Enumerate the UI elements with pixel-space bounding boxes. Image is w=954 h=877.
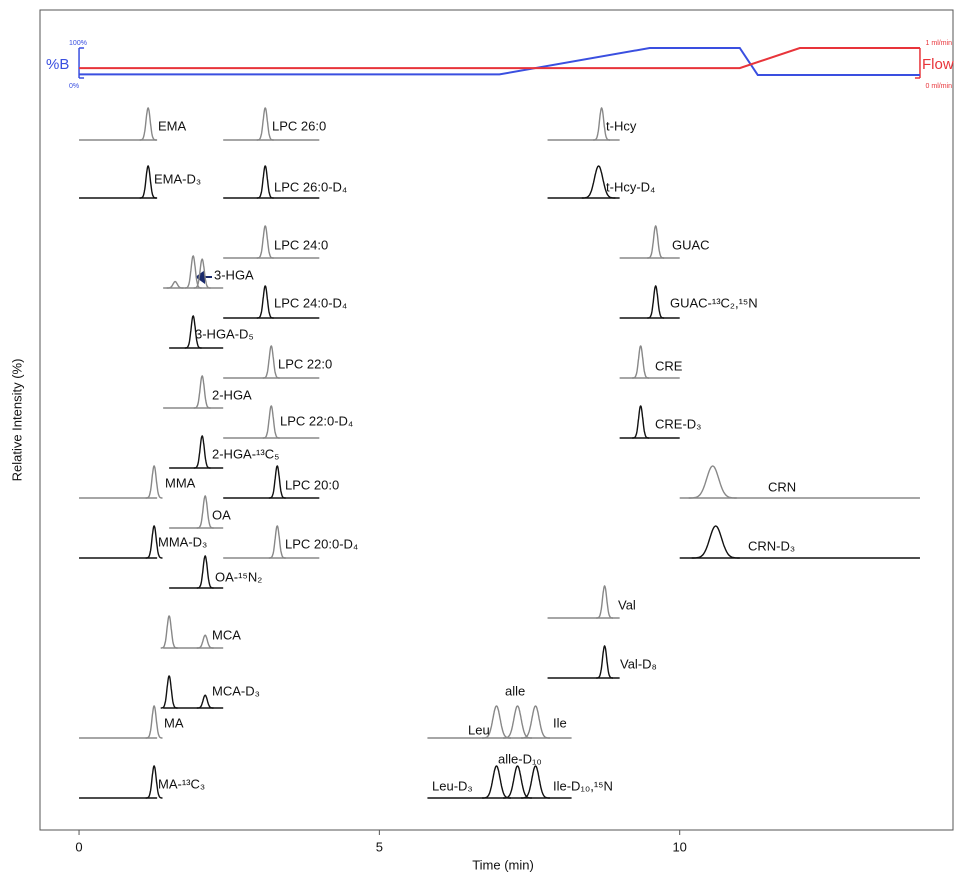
peak [196, 495, 214, 529]
trace-label: CRE [655, 358, 683, 373]
y-tick-label: 100% [69, 40, 87, 47]
peak [581, 165, 616, 199]
trace-label: CRN-D₃ [748, 538, 795, 553]
trace-label: MA-¹³C₃ [158, 776, 205, 791]
trace-label: 3-HGA [214, 267, 254, 282]
peak [256, 107, 274, 141]
trace-label: LPC 26:0 [272, 118, 326, 133]
peak [160, 675, 178, 709]
trace-label: Leu-D₃ [432, 778, 473, 793]
x-tick-label: 0 [75, 839, 82, 854]
trace-label: MA [164, 715, 184, 730]
trace-label: GUAC [672, 237, 710, 252]
trace-label: 2-HGA [212, 387, 252, 402]
y2-tick-label: 0 ml/min [926, 83, 953, 90]
peak [193, 375, 211, 409]
series-label: %B [46, 56, 69, 73]
peak [145, 525, 163, 559]
peak [596, 645, 613, 679]
trace-label: Val [618, 597, 636, 612]
trace-label: LPC 22:0-D₄ [280, 413, 353, 428]
trace-label: MCA [212, 627, 241, 642]
peak [632, 345, 650, 379]
trace-label: t-Hcy-D₄ [606, 179, 655, 194]
peak [691, 525, 740, 559]
trace-label: Leu [468, 722, 490, 737]
peak [688, 465, 737, 499]
peak [262, 405, 280, 439]
trace-label: LPC 24:0 [274, 237, 328, 252]
trace-label: Val-D₈ [620, 656, 657, 671]
peak [139, 107, 157, 141]
peak [268, 525, 286, 559]
trace-label: GUAC-¹³C₂,¹⁵N [670, 295, 758, 310]
peak [503, 765, 532, 799]
peak [184, 255, 202, 289]
trace-label: alle [505, 683, 525, 698]
peak [193, 258, 211, 289]
trace-label: alle-D₁₀ [498, 751, 542, 766]
peak [647, 285, 665, 319]
peak [196, 634, 214, 649]
peak [166, 280, 184, 289]
trace-label: LPC 26:0-D₄ [274, 179, 347, 194]
peak [193, 435, 211, 469]
peak [256, 165, 274, 199]
trace-label: LPC 24:0-D₄ [274, 295, 347, 310]
trace-label: LPC 20:0 [285, 477, 339, 492]
y-axis-label: Relative Intensity (%) [9, 359, 24, 482]
trace-label: Ile-D₁₀,¹⁵N [553, 778, 613, 793]
peak [632, 405, 650, 439]
peak [503, 705, 532, 739]
peak [256, 225, 274, 259]
trace-label: OA [212, 507, 231, 522]
peak [196, 555, 214, 589]
trace-label: 3-HGA-D₅ [195, 326, 254, 341]
x-axis-label: Time (min) [472, 857, 534, 872]
trace-label: EMA-D₃ [154, 171, 201, 186]
x-tick-label: 5 [376, 839, 383, 854]
peak [139, 165, 157, 199]
peak [184, 315, 202, 349]
trace-label: EMA [158, 118, 187, 133]
annotation-arrow [195, 270, 212, 284]
peak [196, 694, 214, 709]
peak [521, 765, 550, 799]
trace-label: t-Hcy [606, 118, 637, 133]
trace-label: CRN [768, 479, 796, 494]
plot-frame [39, 9, 954, 831]
series-label: Flow [922, 56, 954, 73]
peak [145, 465, 163, 499]
trace-label: Ile [553, 715, 567, 730]
peak [482, 765, 511, 799]
y-tick-label: 0% [69, 83, 79, 90]
peak [145, 705, 163, 739]
trace-label: LPC 22:0 [278, 356, 332, 371]
trace-label: MCA-D₃ [212, 683, 260, 698]
peak [647, 225, 665, 259]
y2-tick-label: 1 ml/min [926, 40, 953, 47]
trace-label: 2-HGA-¹³C₅ [212, 446, 279, 461]
trace-label: MMA-D₃ [158, 534, 207, 549]
series-line [79, 47, 920, 70]
trace-label: CRE-D₃ [655, 416, 701, 431]
peak [256, 285, 274, 319]
trace-label: OA-¹⁵N₂ [215, 569, 262, 584]
series-line [79, 47, 920, 76]
trace-label: MMA [165, 475, 196, 490]
peak [262, 345, 280, 379]
peak [521, 705, 550, 739]
peak [145, 765, 163, 799]
x-tick-label: 10 [672, 839, 686, 854]
peak [593, 107, 610, 141]
peak [268, 465, 286, 499]
peak [596, 585, 613, 619]
trace-label: LPC 20:0-D₄ [285, 536, 358, 551]
peak [160, 615, 178, 649]
